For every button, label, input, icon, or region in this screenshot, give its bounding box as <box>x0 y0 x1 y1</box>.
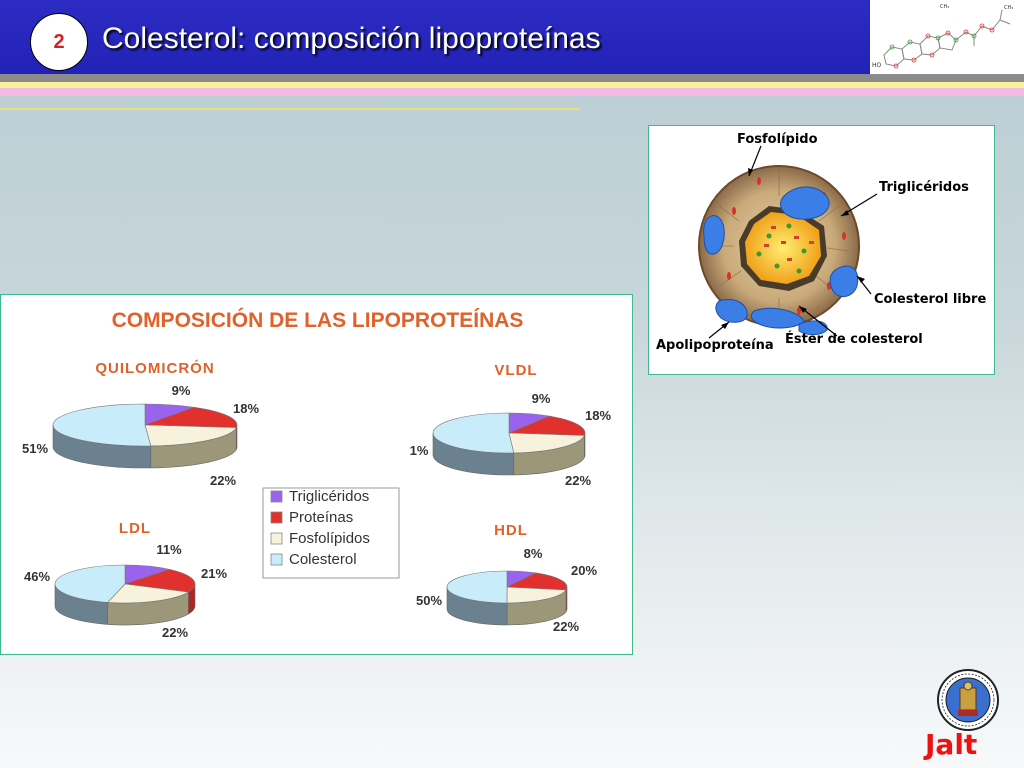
pie-slice-colesterol <box>52 403 152 447</box>
label-ester-colesterol: Éster de colesterol <box>785 332 923 347</box>
data-label-colesterol: 1% <box>410 443 429 458</box>
pie-chart-hdl: HDL 8% 20% 22% 50% <box>416 522 597 634</box>
university-seal-logo <box>936 668 1000 732</box>
pie-chart-vldl: VLDL 9% 18% 22% 1% <box>410 362 612 488</box>
slide-number-badge: 2 <box>30 13 88 71</box>
pie-slice-proteínas <box>124 569 196 593</box>
pie-slice-proteínas <box>508 415 586 436</box>
pie-slice-proteínas <box>144 406 238 428</box>
legend-swatch-fosfolípidos <box>270 532 283 545</box>
divider-rule <box>0 108 580 110</box>
data-label-fosfolípidos: 22% <box>565 473 591 488</box>
svg-text:HO: HO <box>872 62 882 69</box>
data-label-fosfolípidos: 22% <box>162 625 188 640</box>
data-label-triglicéridos: 11% <box>156 542 182 557</box>
pie-charts-svg: QUILOMICRÓN 9% 18% 22% 51% VLDL 9% 18% 22% 1% LDL 1… <box>22 359 612 640</box>
data-label-fosfolípidos: 22% <box>210 473 236 488</box>
pie-slice-proteínas <box>506 572 568 591</box>
pie-chart-ldl: LDL 11% 21% 22% 46% <box>24 520 227 640</box>
chart-name-ldl: LDL <box>119 520 151 537</box>
data-label-proteínas: 21% <box>201 566 227 581</box>
chart-legend: Triglicéridos Proteínas Fosfolípidos Colest… <box>262 487 400 579</box>
legend-label-fosfolípidos: Fosfolípidos <box>289 530 370 547</box>
label-apolipoproteina: Apolipoproteína <box>656 338 774 353</box>
legend-swatch-triglicéridos <box>270 490 283 503</box>
data-label-fosfolípidos: 22% <box>553 619 579 634</box>
chart-title: COMPOSICIÓN DE LAS LIPOPROTEÍNAS <box>111 309 524 332</box>
legend-label-colesterol: Colesterol <box>289 551 357 568</box>
lipoprotein-particle-illustration <box>698 145 878 339</box>
pie-chart-quilomicrón: QUILOMICRÓN 9% 18% 22% 51% <box>22 359 259 488</box>
pie-slice-fosfolípidos <box>144 424 237 447</box>
divider-stripe-pink <box>0 88 1024 96</box>
legend-swatch-colesterol <box>270 553 283 566</box>
slide-title: Colesterol: composición lipoproteínas <box>102 22 601 55</box>
data-label-proteínas: 20% <box>571 563 597 578</box>
pie-slice-colesterol <box>432 412 515 454</box>
brand-signature: Jalt <box>925 728 978 761</box>
label-colesterol-libre: Colesterol libre <box>874 292 987 307</box>
data-label-triglicéridos: 8% <box>524 546 543 561</box>
legend-swatch-proteínas <box>270 511 283 524</box>
pie-slice-fosfolípidos <box>106 583 190 604</box>
divider-stripe-gray <box>0 74 1024 82</box>
legend-box <box>262 487 400 579</box>
lipoprotein-composition-chart: COMPOSICIÓN DE LAS LIPOPROTEÍNAS QUILOMI… <box>0 294 633 655</box>
lipoprotein-structure-diagram: Fosfolípido Triglicéridos Colesterol lib… <box>648 125 995 375</box>
data-label-colesterol: 50% <box>416 593 442 608</box>
chart-name-vldl: VLDL <box>494 362 537 379</box>
svg-text:CH₃: CH₃ <box>1004 5 1013 11</box>
svg-text:CH₃: CH₃ <box>940 4 949 10</box>
chart-name-hdl: HDL <box>494 522 528 539</box>
legend-label-proteínas: Proteínas <box>289 509 353 526</box>
pie-slice-colesterol <box>54 564 126 603</box>
data-label-proteínas: 18% <box>233 401 259 416</box>
chart-name-quilomicrón: QUILOMICRÓN <box>95 359 214 377</box>
data-label-triglicéridos: 9% <box>172 383 191 398</box>
data-label-colesterol: 51% <box>22 441 48 456</box>
data-label-triglicéridos: 9% <box>532 391 551 406</box>
pie-slice-fosfolípidos <box>506 586 567 604</box>
pie-slice-fosfolípidos <box>508 432 585 454</box>
data-label-colesterol: 46% <box>24 569 50 584</box>
cholesterol-molecule-image: HO CH₃ CH₃ <box>870 0 1024 74</box>
label-fosfolipido: Fosfolípido <box>737 132 818 147</box>
label-trigliceridos: Triglicéridos <box>879 180 969 195</box>
legend-label-triglicéridos: Triglicéridos <box>289 488 369 505</box>
pie-slice-colesterol <box>446 570 508 604</box>
divider-stripe-yellow <box>0 82 1024 88</box>
title-bar: 2 Colesterol: composición lipoproteínas <box>0 0 870 74</box>
data-label-proteínas: 18% <box>585 408 611 423</box>
